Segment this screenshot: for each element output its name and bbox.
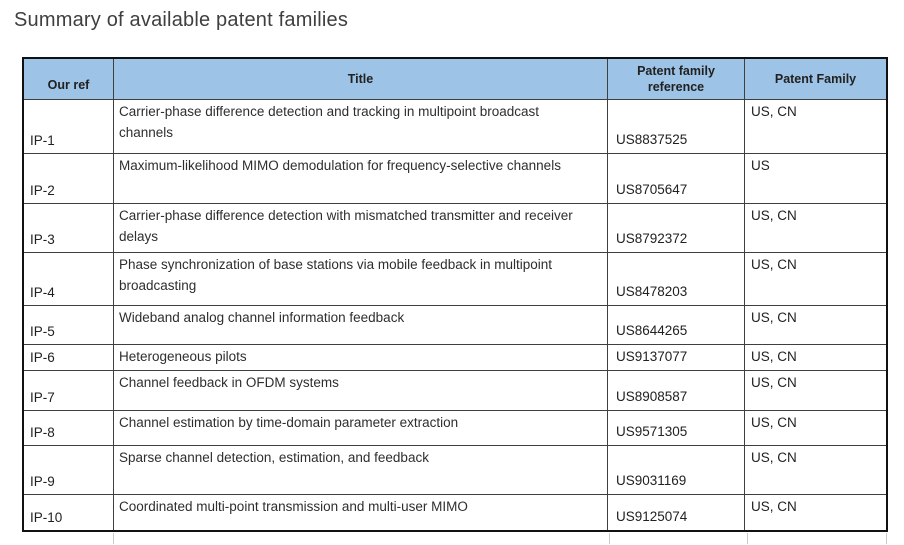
cell-patent-family: US, CN [751,415,797,430]
table-continuation-line [886,533,887,544]
cell-family-reference: US8792372 [608,204,745,252]
table-row: IP-6 Heterogeneous pilots US9137077 US, … [24,345,886,371]
cell-our-ref: IP-10 [24,495,114,530]
cell-title: Wideband analog channel information feed… [114,306,608,344]
cell-title: Maximum-likelihood MIMO demodulation for… [114,154,608,203]
column-header-patent-family: Patent Family [774,72,857,86]
cell-title: Coordinated multi-point transmission and… [114,495,608,530]
page-title: Summary of available patent families [14,9,349,31]
cell-family-reference: US9031169 [608,446,745,494]
cell-title: Phase synchronization of base stations v… [114,253,608,305]
cell-title: Carrier-phase difference detection with … [114,204,608,252]
cell-title: Carrier-phase difference detection and t… [114,100,608,153]
cell-our-ref: IP-7 [24,371,114,410]
cell-family-reference: US8908587 [608,371,745,410]
table-continuation-line [747,533,748,544]
cell-our-ref: IP-6 [24,345,114,370]
table-row: IP-5 Wideband analog channel information… [24,306,886,345]
cell-patent-family: US, CN [751,375,797,390]
cell-our-ref: IP-3 [24,204,114,252]
table-row: IP-7 Channel feedback in OFDM systems US… [24,371,886,411]
cell-patent-family: US, CN [751,208,797,223]
cell-patent-family: US [751,158,770,173]
cell-our-ref: IP-5 [24,306,114,344]
cell-patent-family: US, CN [751,499,797,514]
cell-family-reference: US8705647 [608,154,745,203]
cell-family-reference: US8837525 [608,100,745,153]
cell-patent-family: US, CN [751,450,797,465]
cell-patent-family: US, CN [751,310,797,325]
column-header-our-ref: Our ref [24,59,114,99]
cell-patent-family: US, CN [751,349,797,364]
cell-our-ref: IP-8 [24,411,114,445]
patent-families-table: Our ref Title Patent family reference Pa… [22,57,888,532]
column-header-family-reference: Patent family reference [608,59,745,99]
table-continuation-line [609,533,610,544]
table-row: IP-4 Phase synchronization of base stati… [24,253,886,306]
cell-family-reference: US8478203 [608,253,745,305]
cell-our-ref: IP-4 [24,253,114,305]
table-row: IP-2 Maximum-likelihood MIMO demodulatio… [24,154,886,204]
table-row: IP-1 Carrier-phase difference detection … [24,100,886,154]
cell-our-ref: IP-9 [24,446,114,494]
cell-family-reference: US8644265 [608,306,745,344]
cell-title: Channel estimation by time-domain parame… [114,411,608,445]
cell-title: Sparse channel detection, estimation, an… [114,446,608,494]
cell-family-reference: US9571305 [608,411,745,445]
cell-family-reference: US9125074 [608,495,745,530]
cell-family-reference: US9137077 [608,345,745,370]
table-row: IP-3 Carrier-phase difference detection … [24,204,886,253]
column-header-title: Title [114,59,608,99]
table-row: IP-9 Sparse channel detection, estimatio… [24,446,886,495]
table-row: IP-10 Coordinated multi-point transmissi… [24,495,886,530]
cell-our-ref: IP-1 [24,100,114,153]
cell-patent-family: US, CN [751,257,797,272]
cell-title: Heterogeneous pilots [114,345,608,370]
table-header-row: Our ref Title Patent family reference Pa… [24,59,886,100]
table-body: IP-1 Carrier-phase difference detection … [24,100,886,530]
table-row: IP-8 Channel estimation by time-domain p… [24,411,886,446]
cell-title: Channel feedback in OFDM systems [114,371,608,410]
table-continuation-line [113,533,114,544]
cell-our-ref: IP-2 [24,154,114,203]
cell-patent-family: US, CN [751,104,797,119]
